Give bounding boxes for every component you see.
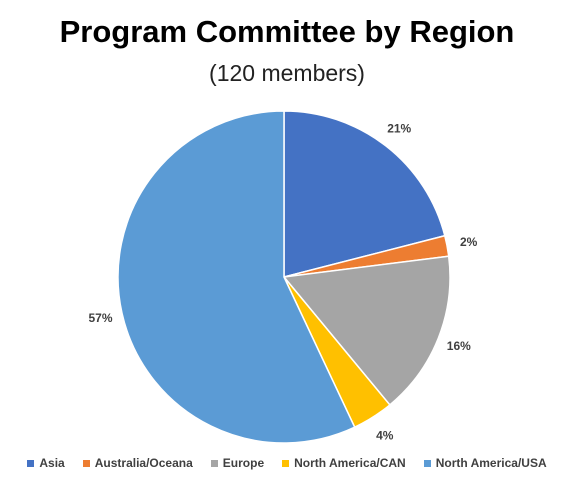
legend-item: North America/USA	[423, 456, 547, 470]
legend-swatch	[210, 459, 218, 467]
data-label-north-america-usa: 57%	[89, 311, 113, 325]
pie-chart: 21% 2% 16% 4% 57%	[89, 110, 478, 444]
legend-item: Asia	[27, 456, 65, 470]
pie-slice-europe	[282, 255, 451, 406]
legend-label: Asia	[39, 456, 65, 470]
chart-legend: Asia Australia/Oceana Europe North America/…	[0, 456, 574, 470]
data-label-australia-oceana: 2%	[460, 235, 478, 249]
data-label-asia: 21%	[387, 121, 411, 135]
legend-item: North America/CAN	[282, 456, 406, 470]
legend-item: Australia/Oceana	[82, 456, 193, 470]
legend-label: North America/USA	[435, 456, 547, 470]
data-label-europe: 16%	[447, 339, 471, 353]
legend-swatch	[27, 459, 35, 467]
data-label-north-america-can: 4%	[376, 429, 394, 443]
legend-label: Europe	[222, 456, 265, 470]
legend-item: Europe	[210, 456, 265, 470]
legend-swatch	[423, 459, 431, 467]
legend-label: Australia/Oceana	[94, 456, 193, 470]
pie-slice-north-america-usa	[117, 110, 356, 444]
legend-swatch	[82, 459, 90, 467]
chart-title: Program Committee by Region	[59, 14, 515, 49]
legend-label: North America/CAN	[294, 456, 406, 470]
pie-slice-asia	[283, 110, 446, 278]
chart-subtitle: (120 members)	[209, 60, 365, 86]
legend-swatch	[282, 459, 290, 467]
